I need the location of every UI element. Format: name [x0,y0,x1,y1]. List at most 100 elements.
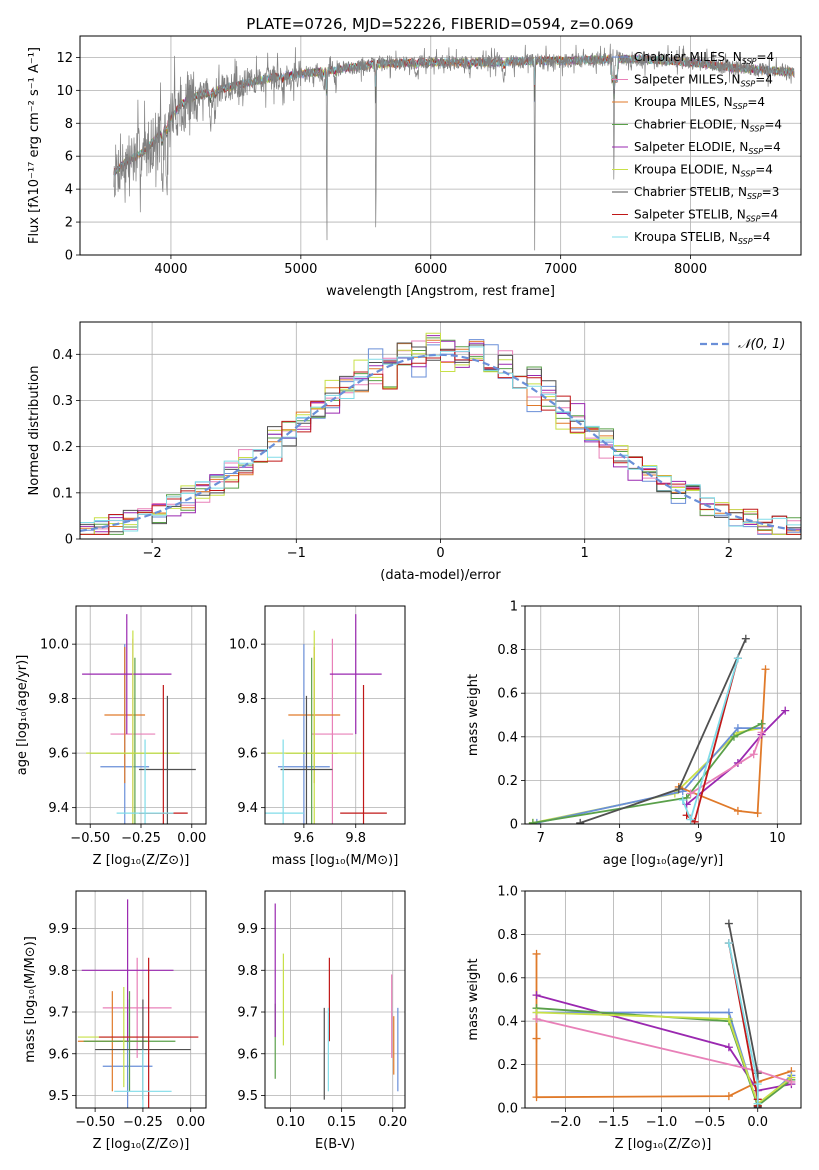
y-tick-label: 0.3 [52,394,73,409]
x-tick-label: 0 [436,546,444,561]
x-tick-label: 7000 [544,262,577,277]
weight-marker-chabrier_stelib [674,785,683,794]
weight-line-kroupa_elodie [536,1011,792,1106]
figure-title: PLATE=0726, MJD=52226, FIBERID=0594, z=0… [246,15,633,33]
y-tick-label: 0.8 [497,643,518,658]
y-tick-label: 10.0 [229,638,258,653]
legend-suffix: =4 [747,95,765,109]
weight-marker-kroupa_stelib [686,815,695,824]
x-tick-label: 0.20 [378,1115,407,1130]
x-tick-label: 4000 [154,262,187,277]
weight-marker-kroupa_stelib [753,1099,762,1108]
y-tick-label: 9.8 [237,692,258,707]
weight-marker-chabrier_stelib [741,634,750,643]
x-tick-label: 0.00 [177,831,206,846]
y-tick-label: 9.4 [48,801,69,816]
grid-mass_vs_ebv [265,891,405,1108]
x-tick-label: 9 [694,831,702,846]
y-tick-label: 0.1 [52,486,73,501]
legend-label-chabrier_miles: Chabrier MILES, NSSP=4 [634,50,774,66]
x-tick-label: 10 [769,831,786,846]
y-tick-label: 0.6 [497,971,518,986]
weight-marker-salpeter_elodie [532,991,541,1000]
legend: Chabrier MILES, NSSP=4 Salpeter MILES, NS… [612,50,782,246]
legend-label-chabrier_stelib: Chabrier STELIB, NSSP=3 [634,185,779,201]
weight-marker-salpeter_elodie [781,706,790,715]
x-tick-label: 0.00 [176,1115,205,1130]
x-axis-label: Z [log₁₀(Z/Z⊙)] [93,853,190,868]
weight-line-salpeter_elodie [536,994,792,1092]
y-tick-label: 1.0 [497,885,518,900]
legend-suffix: =4 [755,163,773,177]
y-tick-label: 0.4 [497,1015,518,1030]
x-tick-label: 0.10 [276,1115,305,1130]
y-axis-label: mass weight [466,674,481,756]
y-tick-label: 9.6 [48,1047,69,1062]
y-tick-label: 4 [65,183,73,198]
legend-subscript: SSP [746,215,761,224]
y-axis-label: age [log₁₀(age/yr)] [15,655,30,776]
weight-marker-salpeter_miles [749,750,758,759]
x-tick-label: −2 [143,546,162,561]
axes-spectrum: 4000 5000 6000 7000 8000 0 2 4 6 8 10 12 wavelength … [27,36,801,299]
frame-mass_vs_Z [75,890,207,1109]
y-tick-label: 9.5 [48,1089,69,1104]
weight-line-kroupa_miles [535,953,792,1099]
y-tick-label: 8 [65,117,73,132]
legend-subscript: SSP [733,102,748,111]
y-tick-label: 12 [56,51,73,66]
y-tick-label: 0 [510,818,518,833]
legend-label-salpeter_miles: Salpeter MILES, NSSP=4 [634,73,773,89]
data-line [113,43,795,251]
frame-weights_vs_age [524,605,802,825]
x-tick-label: 5000 [284,262,317,277]
x-tick-label: 8000 [674,262,707,277]
y-tick-label: 0.4 [52,348,73,363]
legend-suffix: =4 [760,208,778,222]
weight-marker-chabrier_stelib [724,919,733,928]
plot-area-weights_vs_age [528,634,790,824]
axes-mass_vs_Z: −0.50 −0.25 0.00 9.5 9.6 9.7 9.8 9.9 Z [log₁₀(Z/… [23,891,206,1152]
legend-subscript: SSP [742,57,757,66]
y-tick-label: 0 [65,249,73,264]
legend-suffix: =4 [755,73,773,87]
frame-residuals [79,321,802,540]
y-tick-label: 0.8 [497,928,518,943]
plot-area-residuals [80,332,801,535]
y-tick-label: 0.6 [497,687,518,702]
weight-marker-kroupa_miles [532,1093,541,1102]
weight-marker-chabrier_stelib [576,818,585,824]
axes-mass_vs_ebv: 0.10 0.15 0.20 9.5 9.6 9.7 9.8 9.9 E(B-V) [237,891,407,1152]
legend-label-gaussian: 𝒩(0, 1) [738,337,785,352]
weight-marker-kroupa_miles [532,949,541,958]
weight-marker-kroupa_elodie [724,1015,733,1024]
x-tick-label: 7 [537,831,545,846]
legend-subscript: SSP [750,125,765,134]
y-axis-label: Flux [fλ10⁻¹⁷ erg cm⁻² s⁻¹ A⁻¹] [27,47,42,244]
legend-suffix: =4 [763,140,781,154]
weight-marker-chabrier_miles [733,724,742,733]
plot-area-mass_vs_Z [77,899,199,1108]
x-axis-label: wavelength [Angstrom, rest frame] [326,284,555,299]
y-tick-label: 9.6 [237,747,258,762]
x-tick-label: 0.15 [327,1115,356,1130]
x-tick-label: −1.0 [646,1115,678,1130]
y-axis-label: Normed distribution [27,366,42,496]
frame-age_vs_mass [264,605,406,825]
y-tick-label: 9.8 [48,964,69,979]
y-tick-label: 9.6 [48,747,69,762]
x-tick-label: 0.0 [747,1115,768,1130]
x-axis-label: (data-model)/error [380,568,501,583]
legend-subscript: SSP [741,80,756,89]
weight-marker-chabrier_elodie [528,818,537,824]
x-axis-label: Z [log₁₀(Z/Z⊙)] [93,1137,190,1152]
frame-weights_vs_Z [524,890,802,1109]
weight-marker-salpeter_miles [532,1015,541,1024]
weight-marker-kroupa_miles [753,809,762,818]
y-tick-label: 9.9 [48,922,69,937]
weight-marker-kroupa_stelib [678,796,687,805]
y-tick-label: 0.0 [497,1102,518,1117]
weight-line-salpeter_elodie [686,709,786,806]
y-tick-label: 9.7 [237,1006,258,1021]
